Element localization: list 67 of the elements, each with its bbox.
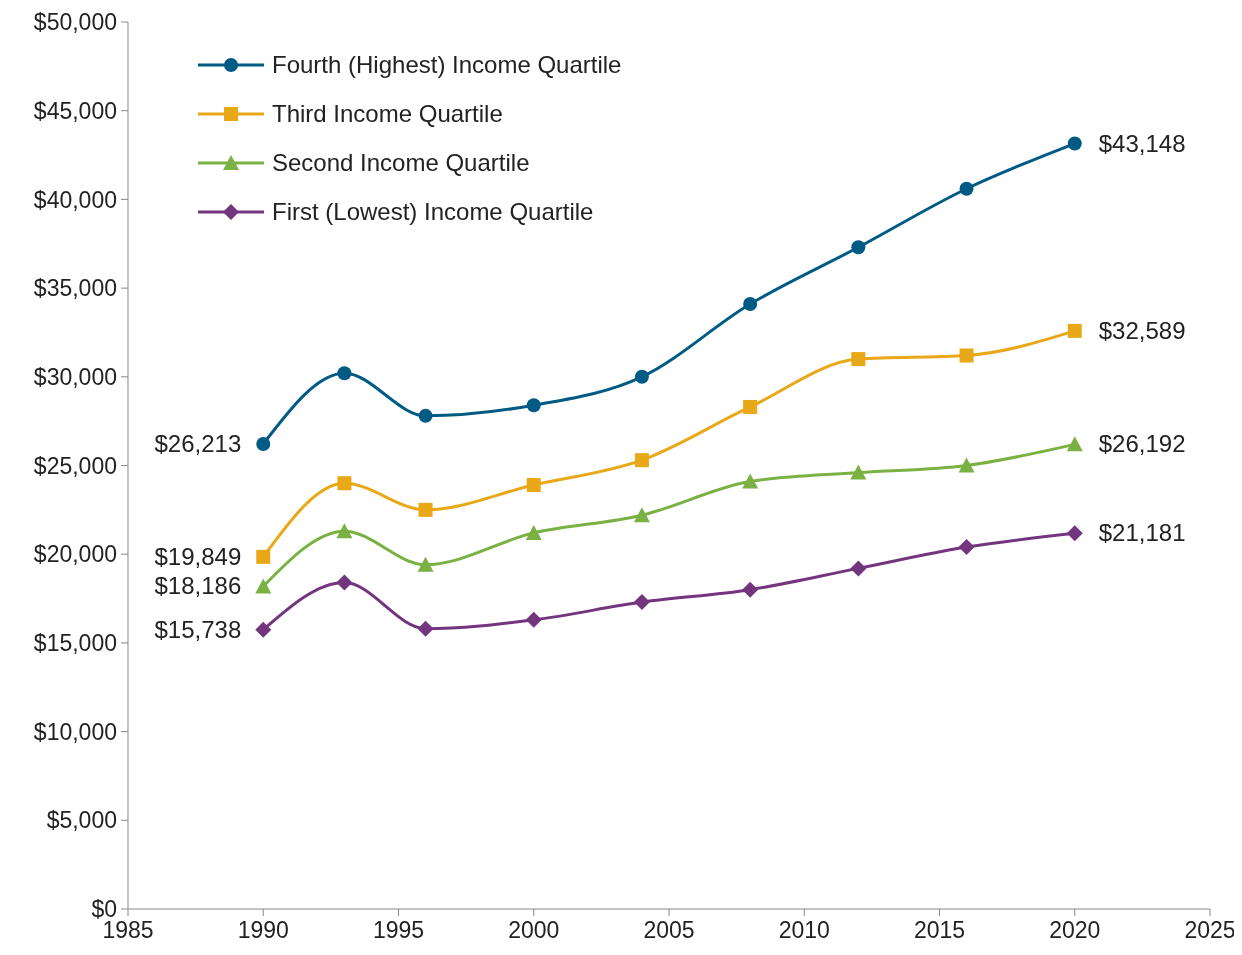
point (1067, 323, 1082, 338)
point (418, 502, 433, 517)
point (850, 560, 867, 577)
point (634, 369, 649, 384)
point (1066, 436, 1083, 452)
y-tick-label: $40,000 (33, 186, 117, 213)
x-tick-label: 2015 (913, 917, 966, 944)
point (417, 620, 434, 637)
x-tick-label: 1985 (102, 917, 154, 944)
y-tick-label: $20,000 (33, 541, 117, 568)
point (743, 399, 758, 414)
point (337, 476, 352, 491)
y-tick-label: $30,000 (33, 363, 117, 390)
point (336, 574, 353, 591)
point (851, 352, 866, 367)
point (742, 473, 759, 489)
point (525, 611, 542, 628)
point (742, 581, 759, 598)
point (743, 297, 758, 312)
legend-label: First (Lowest) Income Quartile (272, 197, 594, 226)
point (526, 398, 541, 413)
x-tick-label: 2010 (778, 917, 830, 944)
point (255, 578, 272, 594)
legend-label: Fourth (Highest) Income Quartile (272, 50, 622, 79)
point (633, 507, 650, 523)
point (418, 408, 433, 423)
y-tick-label: $45,000 (33, 97, 117, 124)
point (336, 523, 353, 539)
data-label: $18,186 (154, 572, 242, 600)
point (1066, 525, 1083, 542)
point (958, 457, 975, 473)
y-tick-label: $35,000 (33, 275, 117, 302)
point (851, 240, 866, 255)
x-tick-label: 1990 (237, 917, 289, 944)
point (526, 478, 541, 493)
data-label: $21,181 (1098, 519, 1186, 547)
data-label: $19,849 (154, 542, 242, 570)
y-tick-label: $5,000 (46, 807, 117, 834)
point (525, 524, 542, 540)
data-label: $26,213 (154, 429, 242, 457)
point (958, 539, 975, 556)
x-tick-label: 2000 (508, 917, 560, 944)
point (959, 181, 974, 196)
point (634, 453, 649, 468)
point (1067, 136, 1082, 151)
y-tick-label: $50,000 (33, 9, 117, 36)
point (337, 366, 352, 381)
y-tick-label: $15,000 (33, 630, 117, 657)
point (256, 436, 271, 451)
legend-label: Second Income Quartile (272, 148, 530, 177)
data-label: $26,192 (1098, 430, 1186, 458)
legend-label: Third Income Quartile (272, 99, 503, 128)
data-label: $43,148 (1098, 129, 1186, 157)
x-tick-label: 2025 (1184, 917, 1236, 944)
point (256, 549, 271, 564)
point (417, 556, 434, 572)
data-label: $32,589 (1098, 316, 1186, 344)
x-tick-label: 2020 (1049, 917, 1101, 944)
x-tick-label: 2005 (643, 917, 695, 944)
y-tick-label: $10,000 (33, 718, 117, 745)
point (255, 621, 272, 638)
data-label: $15,738 (154, 615, 242, 643)
y-tick-label: $25,000 (33, 452, 117, 479)
x-tick-label: 1995 (372, 917, 425, 944)
point (959, 348, 974, 363)
point (850, 464, 867, 480)
point (633, 594, 650, 611)
